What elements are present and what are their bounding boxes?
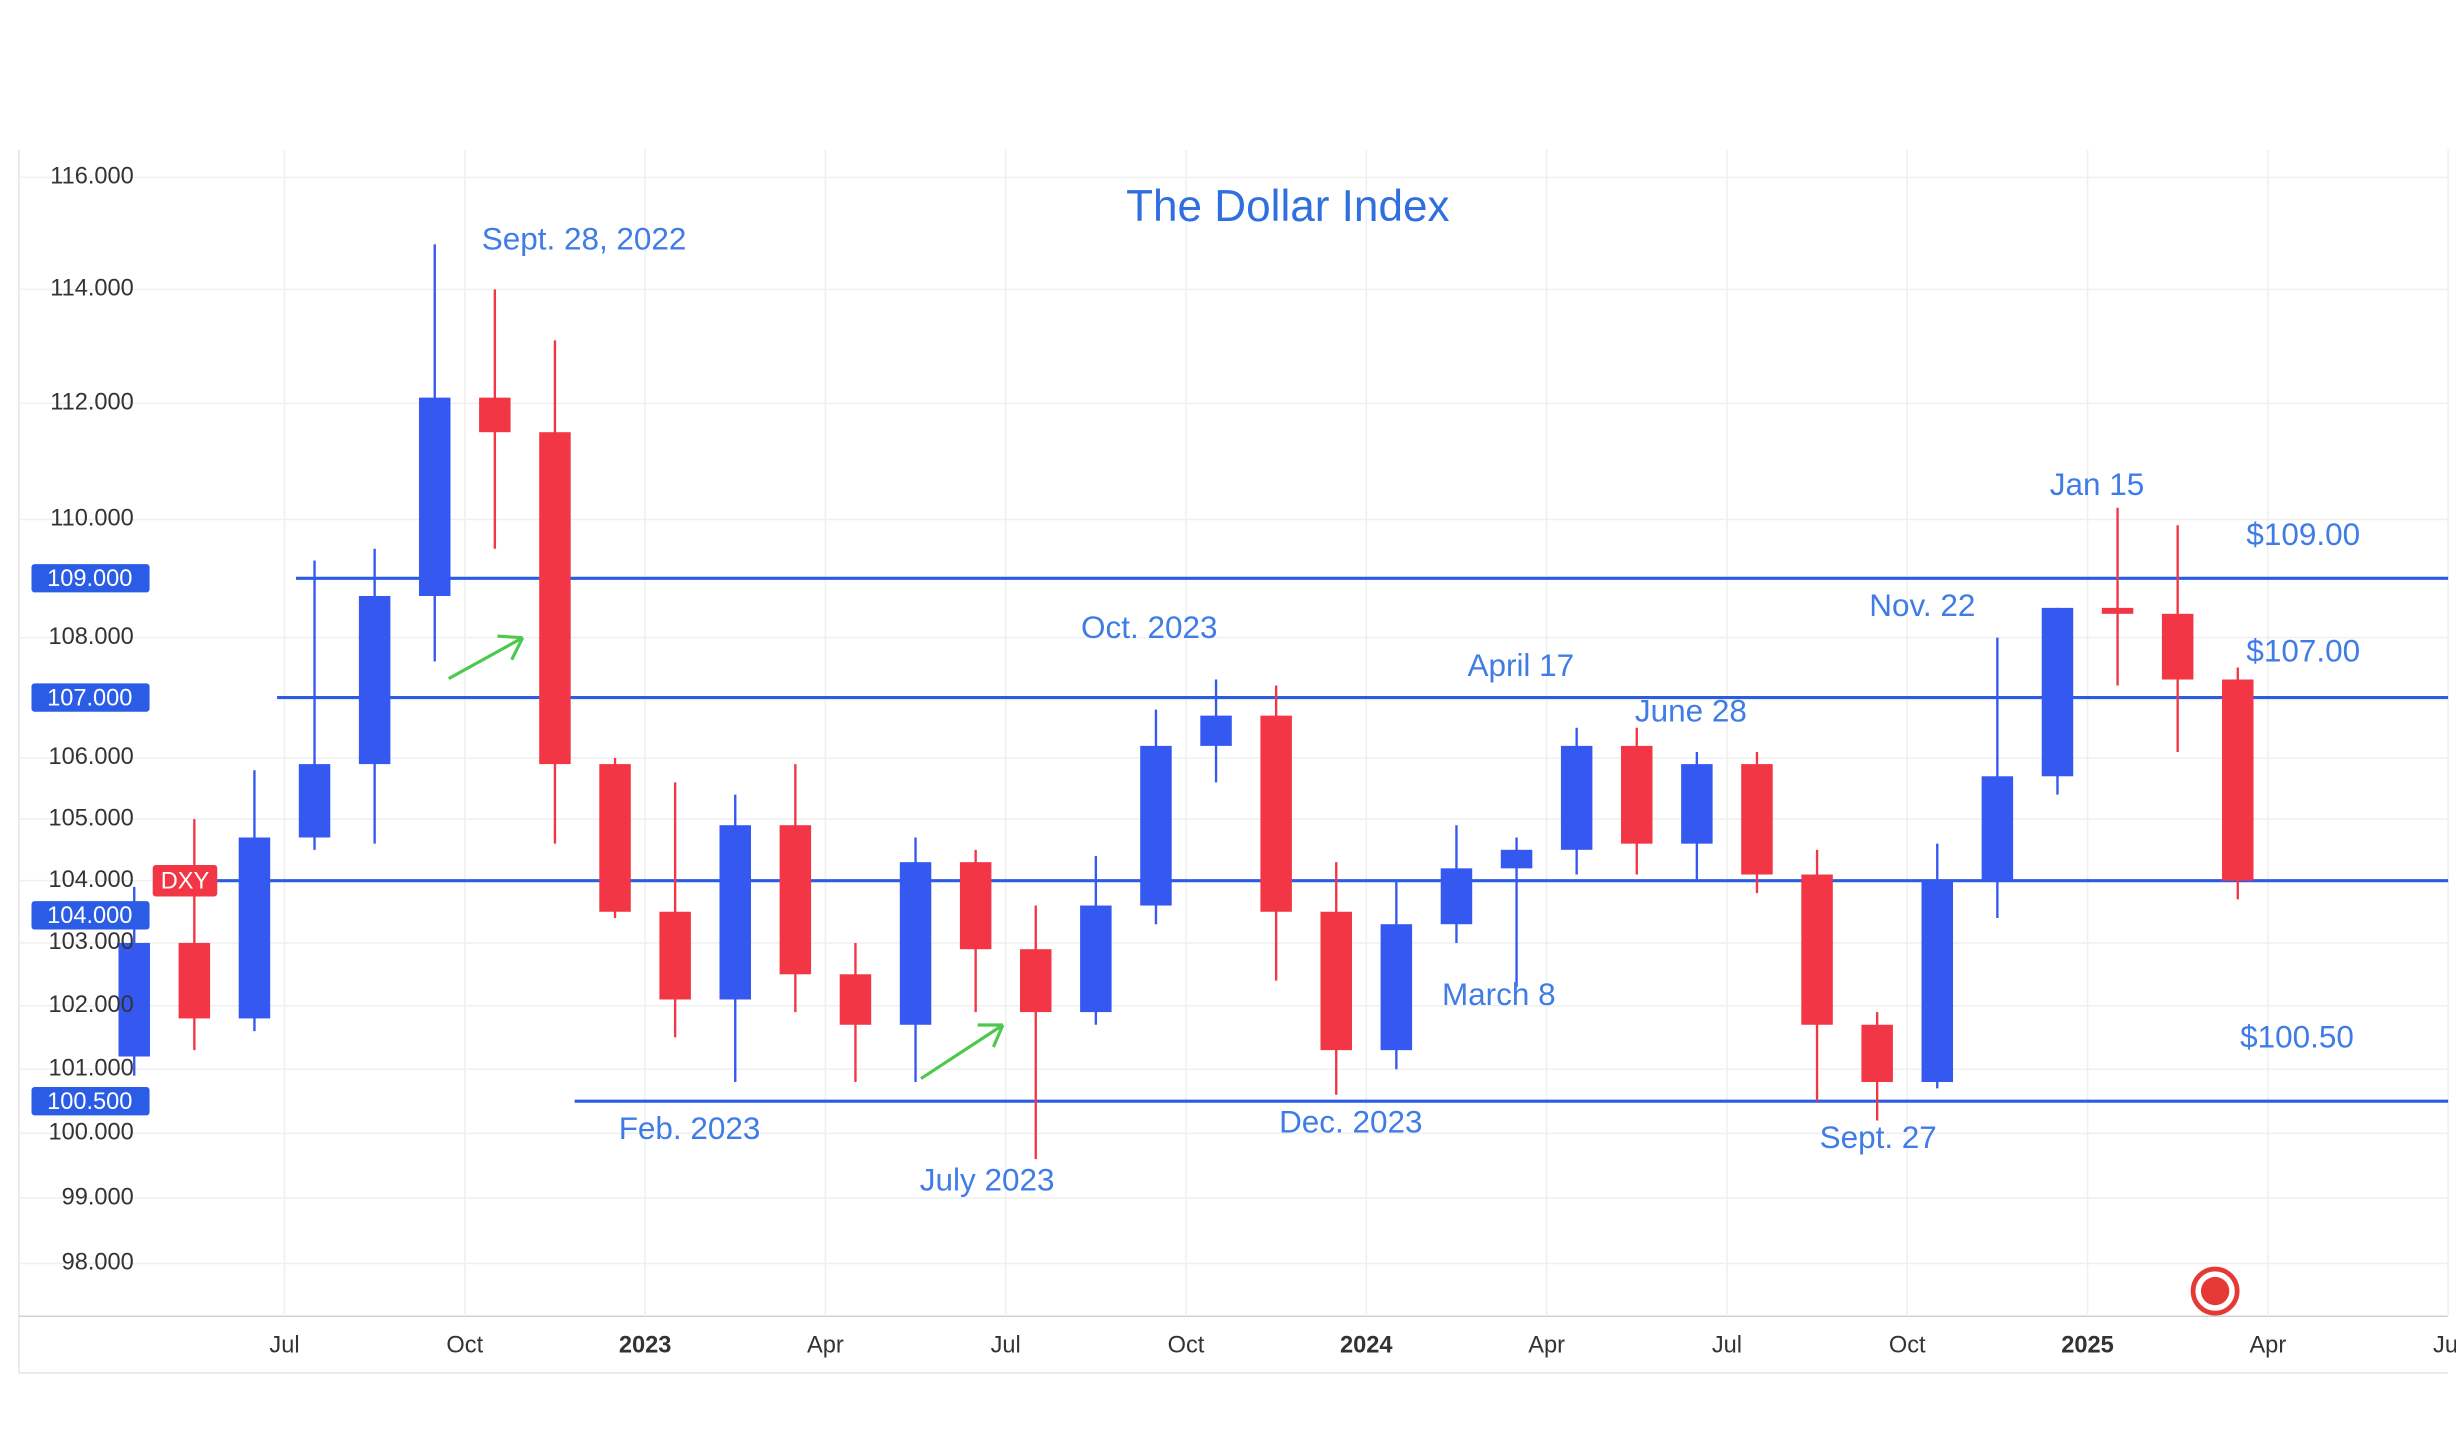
candle-body [899,862,932,1025]
candle-body [1681,764,1713,844]
annotation: Jan 15 [2050,467,2144,502]
annotation: $100.50 [2240,1019,2354,1054]
level-label: 109.000 [47,566,132,592]
candle-body [1921,880,1954,1083]
candle-body [599,764,631,912]
y-tick-label: 106.000 [48,744,133,770]
annotation: April 17 [1467,648,1574,683]
logo [2190,1266,2240,1316]
arrow [920,1023,1005,1080]
candle-body [779,825,812,975]
price-badge-label: DXY [161,869,210,895]
candle-body [1801,874,1833,1025]
level-badge [31,683,150,712]
candle-body [1440,868,1473,925]
candle-body [1560,745,1593,850]
candle-body [479,397,511,433]
candle-body [719,825,751,1000]
annotation: Sept. 28, 2022 [482,221,687,256]
annotation: $109.00 [2246,517,2360,552]
candle-body [298,764,331,838]
y-tick-label: 104.000 [48,867,133,893]
levels [154,576,2449,1103]
level-badge [31,1087,150,1116]
candle-body [118,942,150,1057]
annotation: June 28 [1635,694,1747,729]
y-tick-label: 100.000 [48,1120,133,1146]
level-badge [31,901,150,930]
candle-body [178,942,211,1019]
y-tick-label: 98.000 [62,1250,134,1276]
candle-body [1140,745,1172,906]
annotation: March 8 [1442,977,1556,1012]
x-tick-label: Apr [2249,1332,2286,1358]
y-tick-label: 103.000 [48,929,133,955]
arrow [447,634,525,681]
chart-title: The Dollar Index [1126,182,1449,231]
candle-body [418,397,451,597]
candle-body [1500,849,1533,869]
x-tick-label: Jul [1712,1332,1742,1358]
candle-body [1200,715,1232,746]
y-tick-label: 116.000 [50,164,134,190]
annotation: Dec. 2023 [1279,1104,1422,1139]
candle-body [2161,613,2194,680]
candle-body [358,596,391,765]
candle-body [659,911,691,1000]
level-label: 104.000 [47,903,132,929]
candle-body [2101,607,2134,614]
x-tick-label: 2024 [1340,1332,1393,1358]
level-label: 107.000 [47,685,132,711]
level-badge [31,564,150,593]
y-tick-label: 112.000 [50,390,134,416]
candle-body [2222,679,2254,881]
x-tick-label: Jul [2433,1332,2456,1358]
candle-body [2041,607,2074,777]
x-tick-label: Apr [807,1332,844,1358]
x-tick-label: 2023 [619,1332,672,1358]
x-tick-label: Jul [991,1332,1021,1358]
labels: 116.000 114.000 112.000 110.000 108.000 106.0… [31,164,2456,1358]
x-tick-label: 2025 [2061,1332,2114,1358]
candle-body [1380,924,1413,1051]
annotation: Sept. 27 [1820,1120,1937,1155]
x-tick-label: Apr [1528,1332,1565,1358]
y-tick-label: 101.000 [48,1055,133,1081]
y-tick-label: 114.000 [50,276,134,302]
x-tick-label: Oct [446,1332,483,1358]
x-tick-label: Jul [269,1332,299,1358]
candle-body [1080,905,1112,1013]
candle-body [539,432,571,765]
candle-body [238,837,271,1019]
y-tick-label: 108.000 [48,624,133,650]
x-tick-label: Oct [1889,1332,1926,1358]
candle-body [1621,745,1653,844]
y-tick-label: 105.000 [48,805,133,831]
logo-core [2200,1276,2230,1306]
price-badge [152,864,218,897]
annotation: $107.00 [2246,634,2360,669]
x-tick-label: Oct [1168,1332,1205,1358]
marks [118,244,2254,1160]
y-tick-label: 110.000 [50,506,134,532]
y-tick-label: 99.000 [62,1184,134,1210]
annotation: Oct. 2023 [1081,610,1217,645]
candle-body [1741,764,1773,875]
annotation: July 2023 [920,1163,1055,1198]
y-tick-label: 102.000 [48,992,133,1018]
candle-body [1020,949,1052,1013]
annotation: Feb. 2023 [619,1111,761,1146]
annotation: Nov. 22 [1869,588,1975,623]
level-label: 100.500 [47,1089,132,1115]
candle-body [1260,715,1292,912]
candle-body [1861,1024,1893,1083]
candle-body [839,974,872,1025]
candle-body [1320,911,1353,1051]
candle-body [1981,776,2014,881]
candle-body [959,862,992,950]
